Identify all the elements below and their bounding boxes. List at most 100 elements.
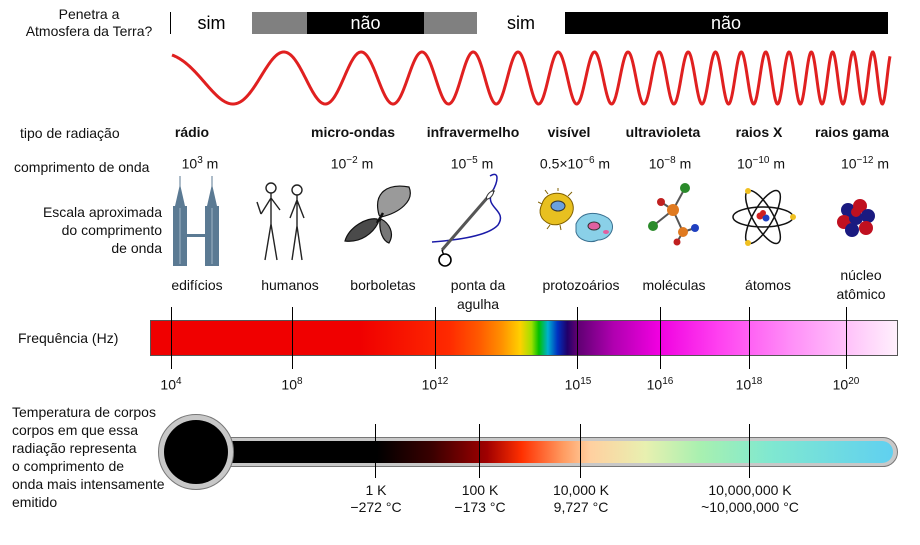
frequency-base: 10 xyxy=(564,376,581,393)
wavelength-base: 10 xyxy=(840,155,857,172)
wavelength-visible: 0.5×10−6 m xyxy=(540,155,610,172)
frequency-exponent: 12 xyxy=(437,376,449,387)
radiation-type-ultraviolet: ultravioleta xyxy=(625,124,701,140)
radiation-type-label: tipo de radiação xyxy=(20,125,120,141)
scale-object-butterflies: borboletas xyxy=(350,277,416,293)
penetration-segment-label: sim xyxy=(197,13,226,33)
temperature-celsius: 9,727 °C xyxy=(553,499,609,515)
frequency-exponent: 16 xyxy=(662,376,674,387)
frequency-exponent: 8 xyxy=(297,376,303,387)
wavelength-exponent: −10 xyxy=(752,155,770,166)
temperature-tick-label: 10,000,000 K ~10,000,000 °C xyxy=(701,482,799,516)
frequency-tick xyxy=(749,307,750,369)
wavelength-radio: 103 m xyxy=(182,155,219,172)
penetration-segment-microwave-no: não xyxy=(307,12,424,34)
wavelength-base: 10 xyxy=(736,155,753,172)
frequency-tick-label: 1012 xyxy=(422,376,449,393)
temperature-tick-label: 10,000 K 9,727 °C xyxy=(553,482,609,516)
wavelength-unit: m xyxy=(675,155,692,172)
frequency-tick xyxy=(171,307,172,369)
temperature-celsius: ~10,000,000 °C xyxy=(701,499,799,515)
frequency-tick-label: 1015 xyxy=(565,376,592,393)
wavelength-label: comprimento de onda xyxy=(14,159,150,175)
wavelength-gamma: 10−12 m xyxy=(841,155,889,172)
temperature-kelvin: 10,000 K xyxy=(552,482,610,498)
penetration-segment-radio-yes: sim xyxy=(171,12,252,34)
temperature-celsius: −272 °C xyxy=(350,499,402,515)
frequency-exponent: 4 xyxy=(176,376,182,387)
wavelength-unit: m xyxy=(477,155,494,172)
frequency-tick xyxy=(660,307,661,369)
wavelength-exponent: −6 xyxy=(583,155,595,166)
radiation-type-infrared: infravermelho xyxy=(426,124,520,140)
wavelength-unit: m xyxy=(594,155,611,172)
frequency-tick-label: 1020 xyxy=(833,376,860,393)
penetration-segment-visible-yes: sim xyxy=(477,12,565,34)
temperature-label: Temperatura de corpos corpos em que essa… xyxy=(12,403,197,511)
wavelength-exponent: −12 xyxy=(856,155,874,166)
nucleus-icon xyxy=(837,199,875,237)
temperature-tick xyxy=(479,424,480,478)
temperature-tick-label: 1 K −272 °C xyxy=(350,482,401,516)
wavelength-infrared: 10−5 m xyxy=(451,155,494,172)
wavelength-exponent: −8 xyxy=(664,155,676,166)
wavelength-exponent: −5 xyxy=(466,155,478,166)
frequency-base: 10 xyxy=(735,376,752,393)
wavelength-base: 10 xyxy=(450,155,467,172)
temperature-label-line-5: onda mais intensamente xyxy=(12,476,165,492)
frequency-tick-label: 104 xyxy=(160,376,181,393)
scale-label-line-1: Escala aproximada xyxy=(42,204,162,220)
needle-icon xyxy=(431,173,502,267)
temperature-label-line-3: radiação representa xyxy=(12,440,137,456)
wave-graphic xyxy=(171,50,892,106)
scale-object-humans: humanos xyxy=(261,277,319,293)
temperature-label-line-4: o comprimento de xyxy=(12,458,125,474)
temperature-celsius: −173 °C xyxy=(454,499,506,515)
temperature-kelvin: 1 K xyxy=(365,482,387,498)
atmosphere-question-line-1: Penetra a xyxy=(58,6,120,22)
wavelength-exponent: −2 xyxy=(346,155,358,166)
wavelength-unit: m xyxy=(202,155,219,172)
scale-label: Escala aproximada do comprimento de onda xyxy=(12,203,162,257)
molecule-icon xyxy=(648,183,699,246)
atmosphere-question: Penetra a Atmosfera da Terra? xyxy=(14,6,164,40)
radiation-type-gamma: raios gama xyxy=(815,124,889,140)
frequency-tick xyxy=(577,307,578,369)
frequency-exponent: 20 xyxy=(848,376,860,387)
electromagnetic-wave xyxy=(171,50,892,106)
scale-object-molecules: moléculas xyxy=(642,277,706,293)
scale-object-atoms: átomos xyxy=(745,277,791,293)
temperature-tick xyxy=(375,424,376,478)
radiation-type-radio: rádio xyxy=(174,124,210,140)
temperature-label-line-1: Temperatura de corpos xyxy=(12,404,156,420)
scale-object-protozoa: protozoários xyxy=(542,277,620,293)
frequency-tick xyxy=(435,307,436,369)
radiation-type-xrays: raios X xyxy=(735,124,783,140)
penetration-segment-label: sim xyxy=(507,13,535,33)
atmosphere-question-line-2: Atmosfera da Terra? xyxy=(25,23,153,39)
frequency-base: 10 xyxy=(421,376,438,393)
frequency-base: 10 xyxy=(281,376,298,393)
penetration-segment-label: não xyxy=(710,13,742,33)
temperature-tick xyxy=(749,424,750,478)
frequency-exponent: 15 xyxy=(580,376,592,387)
butterfly-icon xyxy=(344,185,411,244)
frequency-base: 10 xyxy=(160,376,177,393)
temperature-kelvin: 10,000,000 K xyxy=(708,482,792,498)
protozoa-icon xyxy=(538,188,613,243)
wavelength-unit: m xyxy=(357,155,374,172)
scale-object-atomic-nucleus: núcleo atômico xyxy=(836,267,886,302)
temperature-label-line-2: corpos em que essa xyxy=(12,422,139,438)
thermometer-bulb-inner xyxy=(164,420,228,484)
frequency-tick-label: 1018 xyxy=(736,376,763,393)
radiation-type-microwave: micro-ondas xyxy=(310,124,396,140)
penetration-segment-partial xyxy=(252,12,307,34)
twin-towers-icon xyxy=(173,176,219,266)
frequency-tick-label: 1016 xyxy=(647,376,674,393)
temperature-kelvin: 100 K xyxy=(461,482,499,498)
wavelength-unit: m xyxy=(769,155,786,172)
frequency-base: 10 xyxy=(646,376,663,393)
wavelength-ultraviolet: 10−8 m xyxy=(649,155,692,172)
wavelength-base: 0.5×10 xyxy=(539,155,584,172)
temperature-tick xyxy=(580,424,581,478)
